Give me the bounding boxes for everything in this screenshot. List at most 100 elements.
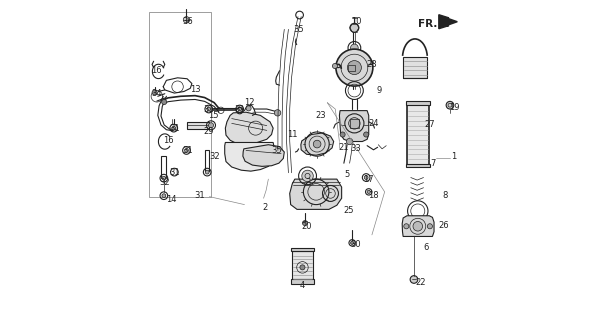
Circle shape <box>428 224 432 229</box>
Text: 8: 8 <box>442 190 448 200</box>
Circle shape <box>351 44 358 52</box>
Circle shape <box>162 100 167 105</box>
Polygon shape <box>224 142 274 171</box>
Circle shape <box>300 265 305 270</box>
Text: 31: 31 <box>182 146 192 155</box>
Circle shape <box>347 60 361 75</box>
Bar <box>292 251 313 279</box>
Circle shape <box>413 221 423 231</box>
Text: 19: 19 <box>449 103 459 112</box>
Text: 26: 26 <box>438 221 449 230</box>
Text: 27: 27 <box>424 120 434 130</box>
Text: 10: 10 <box>351 17 361 26</box>
Circle shape <box>185 148 188 152</box>
Text: 24: 24 <box>368 119 378 128</box>
Bar <box>291 279 314 284</box>
Bar <box>348 65 354 71</box>
Text: 17: 17 <box>364 175 374 184</box>
Circle shape <box>367 190 370 194</box>
Circle shape <box>162 176 166 180</box>
Bar <box>187 122 209 129</box>
Circle shape <box>152 90 157 95</box>
Circle shape <box>207 107 210 111</box>
Text: 4: 4 <box>299 281 304 290</box>
Text: 35: 35 <box>293 25 304 34</box>
Text: 1: 1 <box>451 152 457 161</box>
Bar <box>204 150 209 171</box>
Text: 31: 31 <box>234 105 245 114</box>
Circle shape <box>314 140 321 148</box>
Polygon shape <box>290 179 342 209</box>
Circle shape <box>303 220 307 226</box>
Text: 15: 15 <box>208 111 219 120</box>
Circle shape <box>332 63 337 68</box>
Circle shape <box>346 138 353 145</box>
Text: 22: 22 <box>415 278 426 287</box>
Polygon shape <box>243 145 284 166</box>
Circle shape <box>209 123 213 128</box>
Text: 2: 2 <box>262 203 268 212</box>
Text: 11: 11 <box>287 130 298 139</box>
Circle shape <box>446 101 454 109</box>
Circle shape <box>364 132 368 137</box>
Bar <box>406 101 430 105</box>
Text: 31: 31 <box>169 124 180 132</box>
Circle shape <box>274 110 281 116</box>
Circle shape <box>364 176 368 180</box>
Text: 16: 16 <box>151 66 162 75</box>
Circle shape <box>246 106 251 111</box>
Text: 3: 3 <box>306 178 311 187</box>
Text: 32: 32 <box>159 178 170 187</box>
Text: 23: 23 <box>315 111 326 120</box>
Text: 5: 5 <box>345 170 350 179</box>
Text: 30: 30 <box>351 240 361 249</box>
Circle shape <box>421 118 429 125</box>
Circle shape <box>349 118 360 129</box>
Text: 12: 12 <box>244 98 254 107</box>
Circle shape <box>404 224 409 229</box>
Text: 20: 20 <box>301 222 312 231</box>
Text: 9: 9 <box>376 86 381 95</box>
Circle shape <box>302 170 314 182</box>
Text: 29: 29 <box>203 127 214 136</box>
Polygon shape <box>301 133 334 155</box>
Bar <box>161 156 166 177</box>
Bar <box>407 104 429 166</box>
Circle shape <box>162 194 166 197</box>
Bar <box>403 57 428 78</box>
Text: FR.: FR. <box>418 19 437 28</box>
Text: 13: 13 <box>190 85 201 94</box>
Text: 14: 14 <box>167 195 177 204</box>
Bar <box>149 12 211 197</box>
Text: 31: 31 <box>195 190 205 200</box>
Text: 21: 21 <box>338 143 348 152</box>
Text: 31: 31 <box>169 168 180 177</box>
Circle shape <box>183 17 190 23</box>
Polygon shape <box>402 216 434 236</box>
Bar <box>291 248 314 252</box>
Bar <box>406 164 430 167</box>
Text: 6: 6 <box>423 243 429 252</box>
Text: 32: 32 <box>209 152 220 161</box>
Polygon shape <box>225 112 273 145</box>
Circle shape <box>206 170 209 174</box>
Circle shape <box>238 107 242 111</box>
Bar <box>350 119 359 128</box>
Text: 7: 7 <box>431 159 436 168</box>
Text: 16: 16 <box>163 136 173 145</box>
Circle shape <box>351 241 354 244</box>
Text: 25: 25 <box>343 206 354 215</box>
Polygon shape <box>439 15 458 29</box>
Polygon shape <box>339 111 368 141</box>
Text: 34: 34 <box>151 89 162 98</box>
Text: 18: 18 <box>368 191 379 200</box>
Circle shape <box>172 126 176 130</box>
Circle shape <box>350 23 359 32</box>
Text: 35: 35 <box>271 146 282 155</box>
Text: 28: 28 <box>367 60 377 69</box>
Text: 36: 36 <box>182 17 193 26</box>
Text: 31: 31 <box>203 105 214 114</box>
Circle shape <box>336 49 373 86</box>
Circle shape <box>410 276 418 283</box>
Circle shape <box>340 132 345 137</box>
